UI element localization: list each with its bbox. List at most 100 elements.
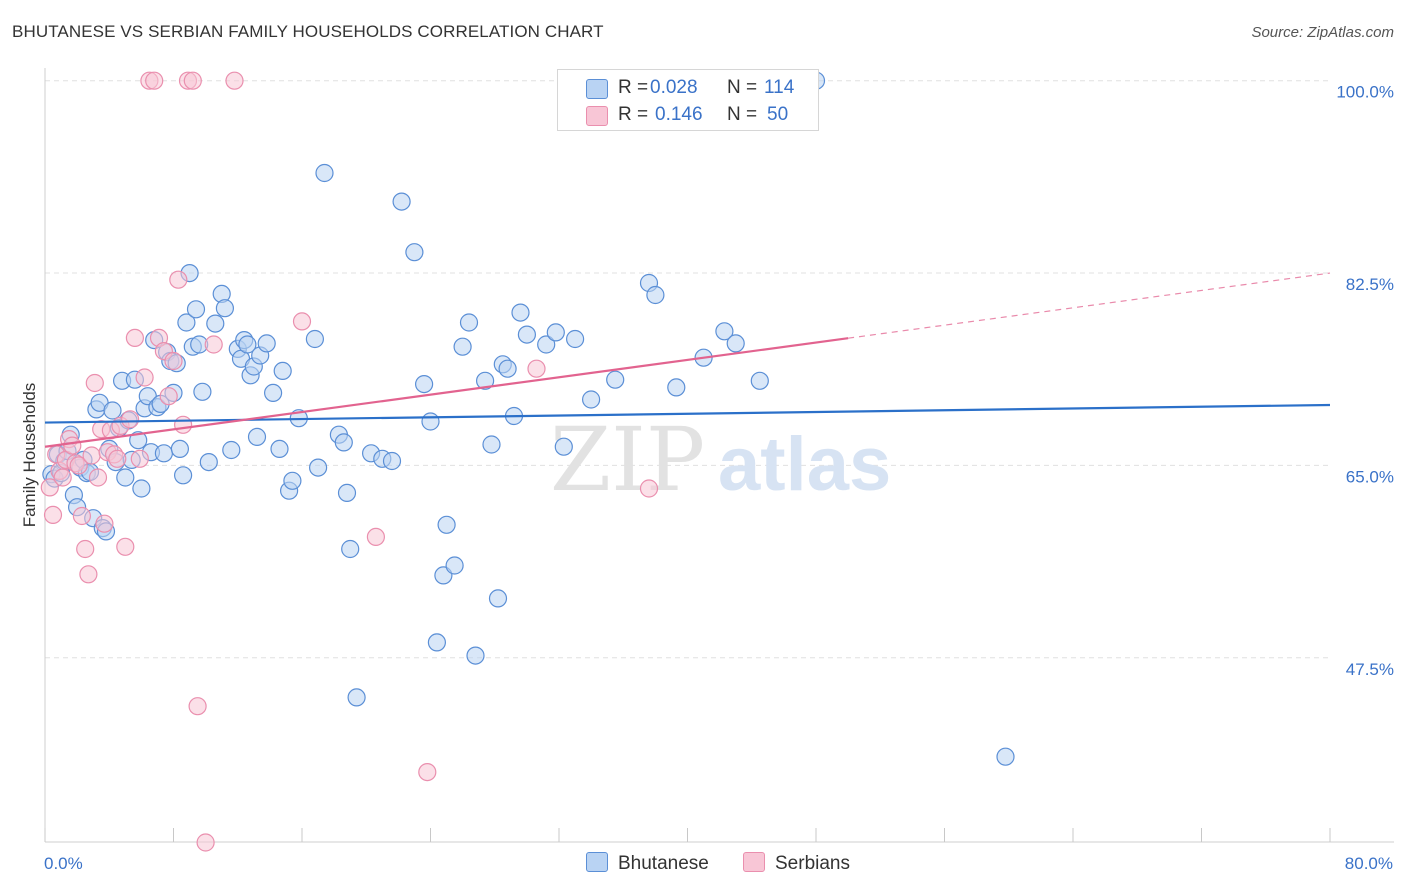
serbian-point: [43, 505, 63, 525]
serbian-point: [79, 565, 98, 584]
serbian-point: [366, 527, 385, 547]
bhutanese-point: [565, 329, 585, 349]
bhutanese-point: [667, 378, 686, 397]
bhutanese-point: [174, 466, 193, 485]
bottom-legend-label-serbians: Serbians: [775, 853, 850, 874]
serbian-point: [130, 449, 149, 468]
legend-r-label: R =: [618, 104, 649, 125]
y-tick-label: 100.0%: [1336, 83, 1394, 102]
legend-row-bhutanese: R = 0.028 N = 114: [558, 75, 818, 101]
bhutanese-point: [715, 322, 734, 341]
trend-lines: [44, 272, 1331, 448]
serbian-point: [135, 368, 154, 387]
serbian-points: [40, 71, 785, 852]
legend-n-value: 50: [767, 104, 789, 125]
serbian-point: [125, 328, 144, 347]
bhutanese-point: [199, 453, 218, 472]
bottom-legend-serbians: Serbians: [743, 852, 850, 875]
watermark-zip: ZIP: [550, 408, 705, 511]
bhutanese-point: [347, 688, 366, 707]
source-label: Source: ZipAtlas.com: [1251, 24, 1394, 41]
serbian-point: [145, 71, 164, 90]
serbian-point: [225, 71, 244, 90]
chart-title: BHUTANESE VS SERBIAN FAMILY HOUSEHOLDS C…: [12, 22, 604, 41]
bhutanese-point: [206, 314, 225, 333]
serbian-point: [164, 351, 183, 371]
y-tick-label: 65.0%: [1346, 467, 1394, 486]
x-tick-label: 80.0%: [1345, 854, 1393, 873]
serbian-point: [76, 539, 95, 559]
serbian-point: [40, 478, 59, 497]
bhutanese-point: [170, 439, 189, 458]
bhutanese-point: [132, 479, 151, 498]
bhutanese-point: [116, 468, 135, 487]
bhutanese-point: [537, 335, 556, 354]
bhutanese-point: [270, 439, 289, 458]
bhutanese-point: [726, 334, 745, 353]
y-tick-label: 82.5%: [1346, 275, 1394, 294]
bhutanese-point: [341, 539, 360, 559]
serbian-point: [69, 456, 88, 475]
watermark-atlas: atlas: [718, 422, 891, 507]
bhutanese-point: [215, 299, 234, 318]
x-tick-label: 0.0%: [44, 854, 83, 873]
bhutanese-point: [129, 431, 148, 450]
bhutanese-point: [273, 361, 292, 380]
bhutanese-point: [646, 285, 665, 305]
legend-n-value: 114: [764, 77, 795, 98]
bhutanese-point: [466, 646, 485, 665]
bhutanese-point: [750, 371, 769, 390]
bhutanese-point: [177, 313, 196, 332]
bhutanese-point: [154, 444, 173, 463]
bhutanese-point: [405, 243, 424, 262]
bhutanese-point: [498, 359, 517, 378]
bhutanese-point: [315, 163, 334, 183]
bhutanese-point: [482, 435, 501, 454]
legend-n-label: N =: [727, 77, 758, 98]
serbian-point: [188, 697, 207, 716]
bhutanese-points: [42, 71, 1015, 766]
bhutanese-point: [334, 433, 353, 452]
bhutanese-point: [606, 370, 625, 389]
serbian-trend-line-extension: [848, 272, 1331, 339]
bhutanese-point: [186, 300, 206, 319]
serbian-point: [121, 410, 140, 429]
bhutanese-point: [305, 329, 324, 349]
legend-swatch-bhutanese: [586, 79, 608, 99]
bhutanese-point: [247, 427, 267, 446]
axes: [44, 68, 1394, 843]
serbian-trend-line: [44, 337, 849, 448]
bhutanese-point: [546, 323, 565, 342]
legend-r-value: 0.028: [650, 77, 698, 98]
bhutanese-point: [283, 471, 302, 490]
bhutanese-point: [453, 337, 472, 356]
bhutanese-point: [309, 458, 328, 477]
legend-r-value: 0.146: [655, 104, 703, 125]
legend-r-label: R =: [618, 77, 649, 98]
bhutanese-point: [264, 383, 283, 402]
bhutanese-point: [445, 556, 464, 575]
legend-swatch-serbians: [586, 106, 608, 126]
y-tick-label: 47.5%: [1346, 660, 1394, 679]
bhutanese-point: [415, 375, 434, 394]
bhutanese-point: [427, 633, 446, 652]
serbian-point: [196, 833, 215, 852]
bottom-legend-bhutanese: Bhutanese: [586, 852, 709, 875]
bhutanese-point: [996, 747, 1015, 766]
serbian-point: [527, 359, 546, 378]
correlation-legend: R = 0.028 N = 114 R = 0.146 N = 50: [557, 69, 819, 131]
bhutanese-point: [193, 382, 212, 401]
serbian-point: [183, 71, 202, 90]
bhutanese-point: [554, 437, 573, 456]
bhutanese-point: [257, 334, 276, 353]
serbian-point: [116, 537, 135, 556]
bottom-legend-label-bhutanese: Bhutanese: [618, 853, 709, 874]
serbian-point: [88, 468, 108, 487]
serbian-point: [159, 387, 178, 406]
bhutanese-point: [382, 451, 402, 471]
legend-n-label: N =: [727, 104, 758, 125]
serbian-point: [639, 479, 659, 498]
bottom-legend-swatch-serbians: [743, 852, 765, 872]
y-axis-label: Family Households: [20, 383, 39, 528]
